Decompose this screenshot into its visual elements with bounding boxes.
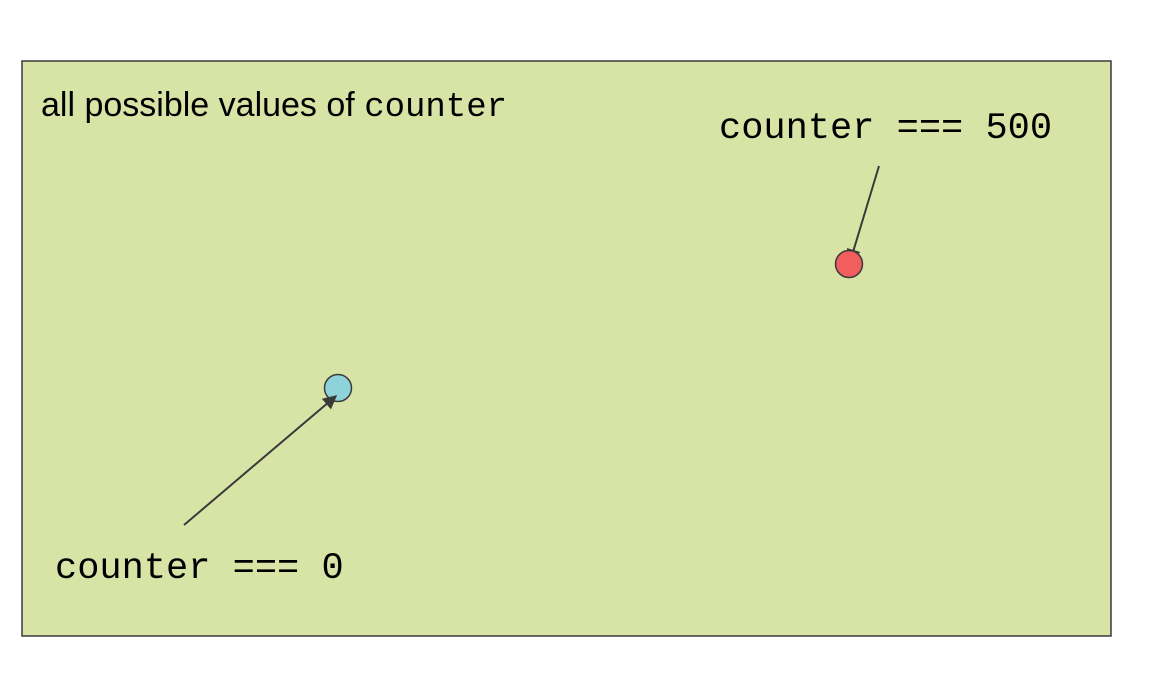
- region-title-code: counter: [364, 89, 507, 127]
- value-space-region: [21, 60, 1112, 637]
- point-label-five-hundred: counter === 500: [719, 108, 1052, 150]
- point-five-hundred: [834, 249, 864, 279]
- point-label-zero: counter === 0: [55, 548, 344, 590]
- point-zero: [323, 373, 353, 403]
- arrow-zero: [183, 395, 338, 526]
- region-title: all possible values of counter: [41, 86, 507, 127]
- region-title-prefix: all possible values of: [41, 86, 364, 124]
- arrow-five-hundred: [846, 165, 880, 264]
